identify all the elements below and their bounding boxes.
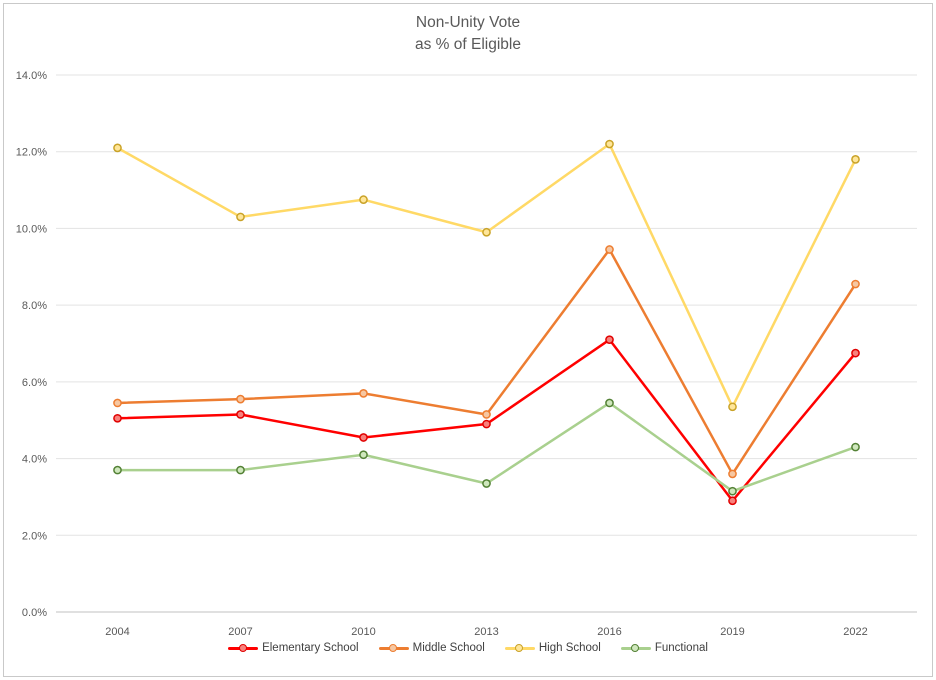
legend-label: Functional (654, 642, 708, 654)
x-tick-label: 2013 (474, 626, 498, 638)
data-point-high-school-2013 (482, 227, 491, 237)
x-tick-label: 2016 (597, 626, 621, 638)
data-point-middle-school-2007 (236, 394, 245, 404)
data-point-elementary-school-2004 (113, 413, 122, 423)
legend-item-functional: Functional (620, 642, 708, 654)
chart-legend: Elementary School Middle School High Schoo… (0, 642, 936, 654)
data-point-high-school-2004 (113, 143, 122, 153)
legend-marker-icon (504, 643, 535, 653)
data-point-functional-2016 (605, 398, 614, 408)
data-point-high-school-2016 (605, 139, 614, 149)
data-point-elementary-school-2022 (851, 348, 860, 358)
data-point-functional-2019 (728, 486, 737, 496)
x-tick-label: 2010 (351, 626, 375, 638)
data-point-elementary-school-2019 (728, 496, 737, 506)
data-point-middle-school-2004 (113, 398, 122, 408)
series-line-middle-school (116, 248, 857, 476)
y-tick-label: 14.0% (16, 70, 47, 82)
y-tick-label: 10.0% (16, 223, 47, 235)
chart-title-line-1: Non-Unity Vote (415, 14, 521, 31)
series-line-high-school (116, 142, 857, 409)
legend-label: Middle School (412, 642, 485, 654)
legend-marker-icon (620, 643, 651, 653)
legend-label: High School (538, 642, 601, 654)
data-point-middle-school-2019 (728, 469, 737, 479)
legend-item-elementary-school: Elementary School (228, 642, 359, 654)
data-point-functional-2004 (113, 465, 122, 475)
legend-label: Elementary School (262, 642, 359, 654)
data-point-functional-2022 (851, 442, 860, 452)
legend-marker-icon (228, 643, 259, 653)
y-tick-label: 2.0% (22, 530, 47, 542)
data-point-middle-school-2022 (851, 279, 860, 289)
chart-title: Non-Unity Vote as % of Eligible (0, 12, 936, 56)
data-point-elementary-school-2013 (482, 419, 491, 429)
data-point-middle-school-2016 (605, 245, 614, 254)
legend-item-high-school: High School (504, 642, 601, 654)
y-tick-label: 0.0% (22, 607, 47, 619)
legend-item-middle-school: Middle School (378, 642, 485, 654)
chart-title-line-2: as % of Eligible (415, 36, 521, 53)
data-point-functional-2007 (236, 465, 245, 475)
x-tick-label: 2007 (228, 626, 252, 638)
y-tick-label: 12.0% (16, 147, 47, 159)
y-tick-label: 4.0% (22, 454, 47, 466)
data-point-high-school-2022 (851, 155, 860, 164)
x-tick-label: 2004 (105, 626, 129, 638)
data-point-middle-school-2010 (359, 389, 368, 398)
data-point-functional-2010 (359, 450, 368, 460)
y-tick-label: 8.0% (22, 300, 47, 312)
data-point-functional-2013 (482, 479, 491, 488)
data-point-high-school-2010 (359, 195, 368, 205)
data-point-middle-school-2013 (482, 410, 491, 419)
y-tick-label: 6.0% (22, 377, 47, 389)
data-point-high-school-2007 (236, 212, 245, 222)
legend-marker-icon (378, 643, 409, 653)
x-tick-label: 2019 (720, 626, 744, 638)
data-point-high-school-2019 (728, 402, 737, 412)
data-point-elementary-school-2010 (359, 433, 368, 442)
x-tick-label: 2022 (843, 626, 867, 638)
data-point-elementary-school-2016 (605, 335, 614, 345)
data-point-elementary-school-2007 (236, 410, 245, 419)
